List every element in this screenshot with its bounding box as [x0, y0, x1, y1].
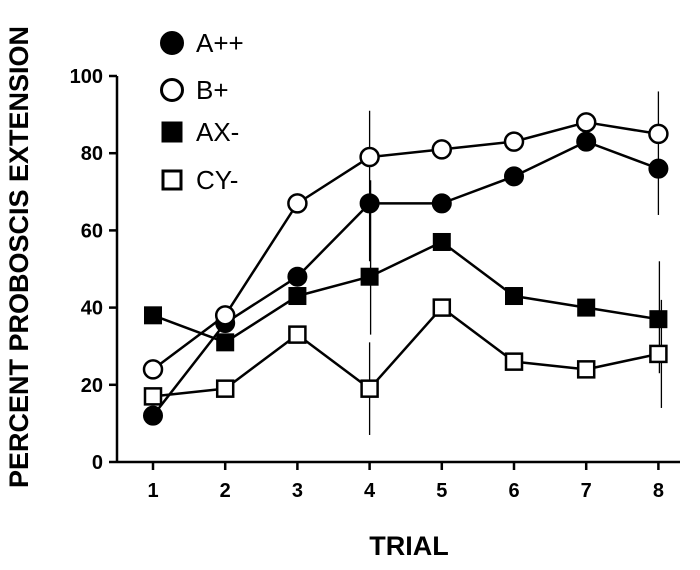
data-point-CY-: [504, 352, 524, 371]
x-tick-label: 7: [581, 480, 592, 502]
data-point-A++: [287, 266, 308, 287]
x-tick-label: 5: [436, 480, 447, 502]
series-line-B+: [152, 121, 659, 371]
axes: 0 20 40 60 80 100 1 2 3 4 5 6 7 8: [70, 66, 680, 502]
data-point-AX-: [649, 310, 668, 329]
x-tick-label: 6: [508, 480, 519, 502]
data-point-CY-: [360, 379, 379, 398]
data-point-B+: [287, 193, 308, 214]
x-ticks: 1 2 3 4 5 6 7 8: [147, 462, 664, 502]
y-tick-label: 40: [81, 298, 103, 320]
data-point-B+: [648, 123, 669, 145]
data-point-A++: [431, 193, 452, 214]
legend-label: AX-: [196, 117, 239, 147]
legend-marker: [160, 31, 184, 55]
series-line-CY-: [152, 306, 659, 398]
data-point-A++: [648, 158, 669, 179]
data-point-CY-: [215, 379, 235, 398]
data-point-CY-: [432, 298, 452, 317]
x-tick-label: 1: [147, 480, 158, 502]
legend-label: A++: [196, 28, 244, 58]
data-point-AX-: [505, 287, 523, 306]
x-tick-label: 4: [364, 480, 376, 502]
data-point-B+: [503, 131, 525, 152]
data-point-A++: [359, 193, 380, 214]
series-markers: [142, 112, 669, 426]
x-axis-title: TRIAL: [369, 531, 448, 561]
legend-label: CY-: [196, 165, 238, 195]
y-tick-label: 60: [81, 220, 103, 242]
data-point-AX-: [144, 306, 162, 325]
data-point-AX-: [216, 333, 235, 352]
data-point-A++: [504, 166, 524, 187]
y-axis-title: PERCENT PROBOSCIS EXTENSION: [4, 26, 34, 488]
data-point-B+: [142, 359, 164, 380]
x-tick-label: 8: [653, 480, 664, 502]
data-point-AX-: [432, 232, 451, 251]
series-line-AX-: [152, 240, 659, 344]
series-lines: [152, 121, 659, 417]
y-tick-label: 20: [81, 375, 103, 397]
data-point-CY-: [288, 325, 307, 344]
y-tick-label: 80: [81, 143, 103, 165]
legend-label: B+: [196, 75, 229, 105]
data-point-A++: [143, 405, 163, 426]
y-tick-label: 0: [92, 452, 103, 474]
legend-marker: [161, 169, 183, 191]
data-point-B+: [359, 146, 380, 168]
x-tick-label: 3: [292, 480, 303, 502]
data-point-CY-: [143, 387, 163, 406]
data-point-B+: [431, 139, 453, 160]
legend-marker: [160, 78, 184, 102]
data-point-A++: [576, 131, 597, 152]
data-point-B+: [214, 305, 236, 326]
series-line-A++: [152, 140, 659, 417]
legend-marker: [161, 121, 183, 143]
data-point-AX-: [288, 287, 307, 306]
data-point-AX-: [360, 267, 379, 286]
data-point-CY-: [649, 344, 668, 364]
x-tick-label: 2: [220, 480, 231, 502]
data-point-B+: [575, 112, 597, 133]
legend: A++ B+ AX- CY-: [160, 28, 244, 195]
y-tick-label: 100: [70, 66, 103, 88]
data-point-CY-: [576, 360, 596, 379]
y-ticks: 0 20 40 60 80 100: [70, 66, 117, 474]
data-point-AX-: [577, 298, 596, 317]
